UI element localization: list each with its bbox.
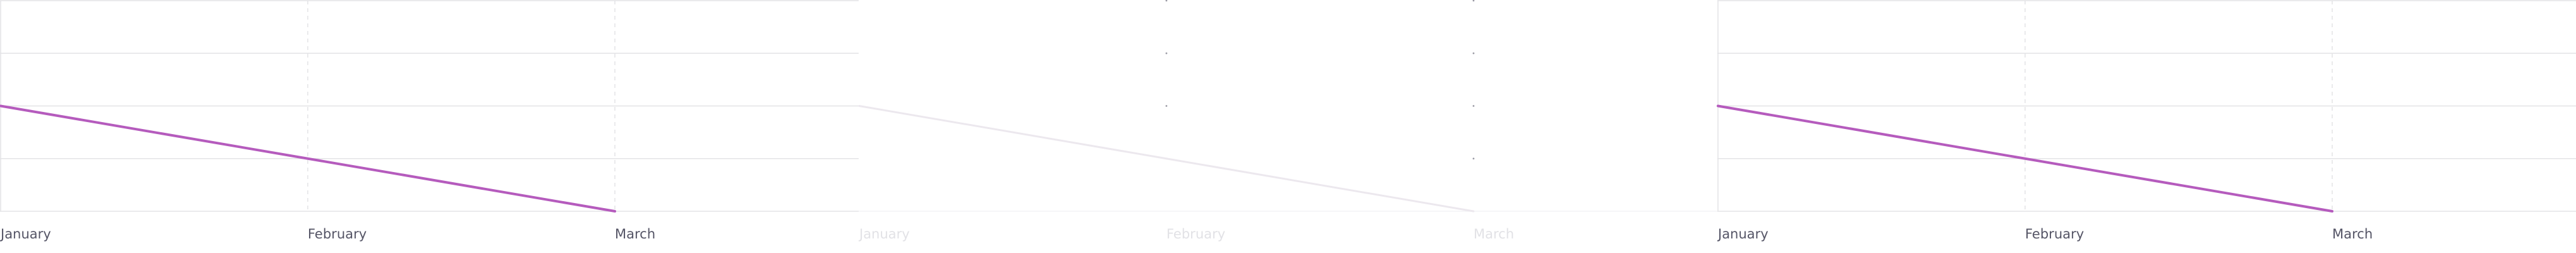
grid-tick-dot: [1472, 157, 1475, 160]
x-tick-label: February: [1166, 226, 1225, 242]
series-line: [1717, 104, 2333, 213]
grid-tick-dot: [1165, 52, 1168, 54]
x-tick-label: March: [615, 226, 655, 242]
x-tick-label: January: [858, 226, 910, 242]
grid-tick-dot: [1472, 52, 1475, 54]
chart-panel-left: January February March: [0, 0, 859, 242]
grid-tick-dot: [1165, 105, 1168, 107]
chart-panel-right: January February March: [1717, 0, 2576, 242]
x-tick-label: January: [1717, 226, 1769, 242]
series-line: [858, 105, 1475, 213]
x-tick-label: February: [2025, 226, 2084, 242]
chart-panel-middle: January February March: [858, 0, 1717, 242]
x-tick-label: January: [0, 226, 51, 242]
x-tick-label: February: [308, 226, 367, 242]
x-tick-label: March: [1474, 226, 1514, 242]
grid-tick-dot: [1472, 0, 1475, 2]
grid-tick-dot: [1165, 0, 1168, 2]
grid-tick-dot: [1472, 105, 1475, 107]
series-line: [0, 104, 616, 213]
x-tick-label: March: [2332, 226, 2373, 242]
